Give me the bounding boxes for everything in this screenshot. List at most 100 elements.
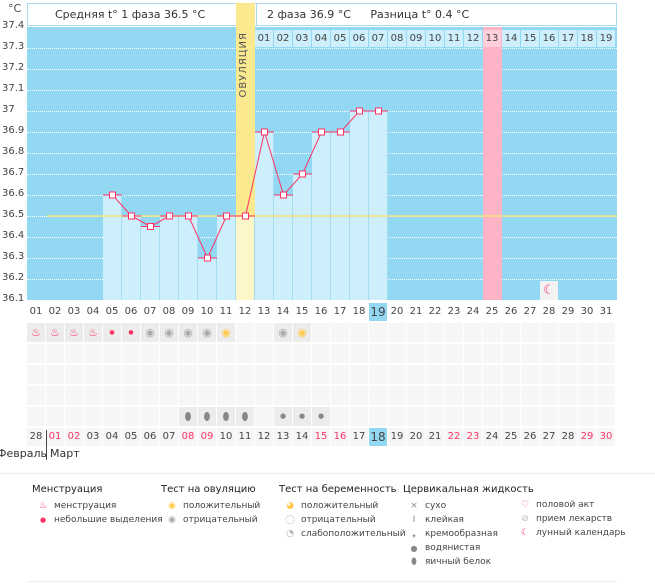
empty-cell[interactable] [331,365,349,384]
empty-cell[interactable] [350,365,368,384]
empty-cell[interactable] [198,365,216,384]
empty-cell[interactable] [217,386,235,405]
empty-cell[interactable] [160,365,178,384]
empty-cell[interactable] [274,365,292,384]
empty-cell[interactable] [559,365,577,384]
empty-cell[interactable] [407,386,425,405]
empty-cell[interactable] [350,407,368,426]
empty-cell[interactable] [388,323,406,342]
empty-cell[interactable] [160,407,178,426]
menstruation-icon[interactable]: ♨ [84,323,102,342]
empty-cell[interactable] [103,386,121,405]
empty-cell[interactable] [502,344,520,363]
empty-cell[interactable] [46,386,64,405]
empty-cell[interactable] [540,407,558,426]
egg-white-icon[interactable]: ⬮ [236,407,254,426]
empty-cell[interactable] [483,365,501,384]
empty-cell[interactable] [445,407,463,426]
ovulation-positive-icon[interactable]: ◉ [293,323,311,342]
empty-cell[interactable] [540,386,558,405]
empty-cell[interactable] [521,365,539,384]
empty-cell[interactable] [65,344,83,363]
empty-cell[interactable] [312,323,330,342]
empty-cell[interactable] [312,344,330,363]
empty-cell[interactable] [103,365,121,384]
empty-cell[interactable] [46,407,64,426]
empty-cell[interactable] [84,344,102,363]
empty-cell[interactable] [597,386,615,405]
empty-cell[interactable] [293,386,311,405]
empty-cell[interactable] [559,386,577,405]
empty-cell[interactable] [464,407,482,426]
empty-cell[interactable] [84,407,102,426]
empty-cell[interactable] [255,323,273,342]
empty-cell[interactable] [483,344,501,363]
ovulation-negative-icon[interactable]: ◉ [198,323,216,342]
empty-cell[interactable] [293,344,311,363]
empty-cell[interactable] [255,365,273,384]
empty-cell[interactable] [445,386,463,405]
empty-cell[interactable] [236,365,254,384]
empty-cell[interactable] [141,407,159,426]
empty-cell[interactable] [502,365,520,384]
empty-cell[interactable] [521,323,539,342]
empty-cell[interactable] [312,365,330,384]
egg-white-icon[interactable]: ⬮ [217,407,235,426]
empty-cell[interactable] [426,323,444,342]
ovulation-negative-icon[interactable]: ◉ [179,323,197,342]
empty-cell[interactable] [331,407,349,426]
empty-cell[interactable] [521,344,539,363]
empty-cell[interactable] [483,323,501,342]
spotting-icon[interactable]: ● [122,323,140,342]
empty-cell[interactable] [46,344,64,363]
empty-cell[interactable] [84,365,102,384]
empty-cell[interactable] [255,344,273,363]
empty-cell[interactable] [160,386,178,405]
ovulation-negative-icon[interactable]: ◉ [274,323,292,342]
empty-cell[interactable] [236,344,254,363]
empty-cell[interactable] [27,344,45,363]
empty-cell[interactable] [350,323,368,342]
empty-cell[interactable] [350,386,368,405]
empty-cell[interactable] [559,407,577,426]
empty-cell[interactable] [331,323,349,342]
empty-cell[interactable] [122,344,140,363]
menstruation-icon[interactable]: ♨ [65,323,83,342]
empty-cell[interactable] [388,365,406,384]
empty-cell[interactable] [141,365,159,384]
empty-cell[interactable] [217,365,235,384]
egg-white-icon[interactable]: ⬮ [198,407,216,426]
empty-cell[interactable] [27,407,45,426]
empty-cell[interactable] [236,386,254,405]
empty-cell[interactable] [198,386,216,405]
empty-cell[interactable] [84,386,102,405]
empty-cell[interactable] [483,407,501,426]
empty-cell[interactable] [426,365,444,384]
empty-cell[interactable] [27,365,45,384]
empty-cell[interactable] [407,365,425,384]
empty-cell[interactable] [103,344,121,363]
empty-cell[interactable] [331,386,349,405]
empty-cell[interactable] [65,407,83,426]
ovulation-positive-icon[interactable]: ◉ [217,323,235,342]
empty-cell[interactable] [464,344,482,363]
empty-cell[interactable] [274,344,292,363]
empty-cell[interactable] [122,407,140,426]
empty-cell[interactable] [369,386,387,405]
empty-cell[interactable] [559,323,577,342]
empty-cell[interactable] [540,323,558,342]
empty-cell[interactable] [369,365,387,384]
empty-cell[interactable] [65,386,83,405]
watery-icon[interactable]: ● [312,407,330,426]
empty-cell[interactable] [578,344,596,363]
spotting-icon[interactable]: ● [103,323,121,342]
empty-cell[interactable] [578,323,596,342]
empty-cell[interactable] [27,386,45,405]
empty-cell[interactable] [255,386,273,405]
egg-white-icon[interactable]: ⬮ [179,407,197,426]
empty-cell[interactable] [407,344,425,363]
empty-cell[interactable] [141,344,159,363]
menstruation-icon[interactable]: ♨ [27,323,45,342]
empty-cell[interactable] [388,386,406,405]
empty-cell[interactable] [597,407,615,426]
